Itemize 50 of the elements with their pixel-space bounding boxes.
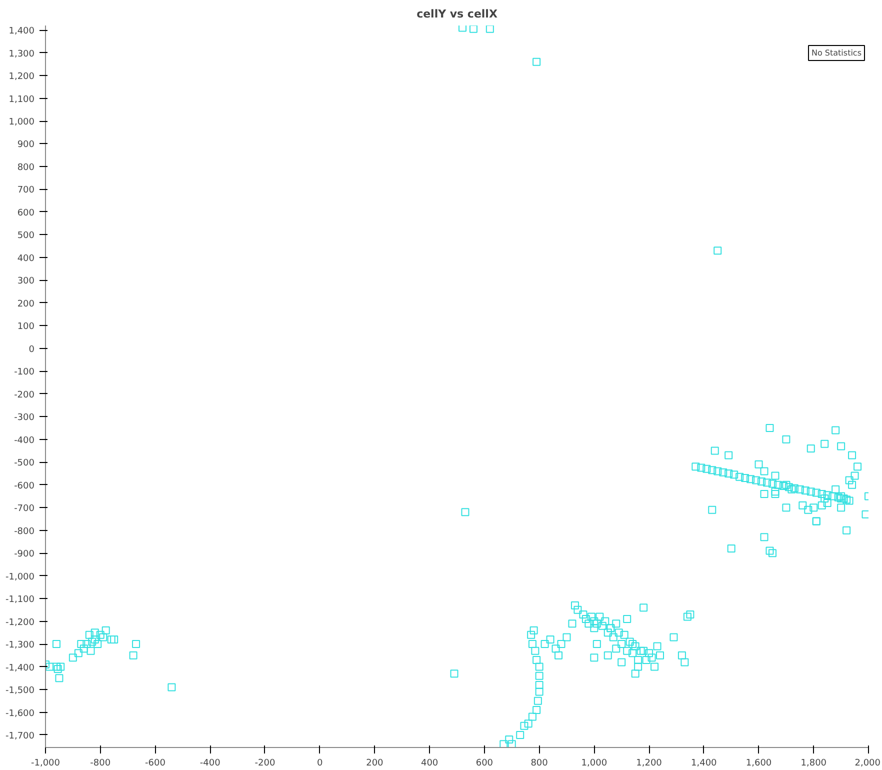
y-tick-label: -900: [14, 550, 35, 560]
y-tick-label: -100: [14, 368, 35, 378]
y-tick-label: 1,200: [8, 72, 35, 82]
y-tick-label: -1,500: [5, 686, 35, 696]
y-tick-label: 100: [17, 322, 35, 332]
y-tick-label: -700: [14, 504, 35, 514]
annotation: No Statistics: [812, 48, 862, 58]
y-tick-label: 0: [28, 344, 35, 355]
y-tick-label: 600: [17, 208, 35, 218]
x-tick-label: 0: [316, 758, 323, 768]
y-tick-label: -1,300: [5, 640, 35, 651]
y-tick-label: -800: [14, 526, 35, 537]
x-tick-label: 200: [366, 758, 384, 768]
x-tick-label: 600: [476, 758, 494, 768]
y-tick-label: 1,300: [8, 49, 35, 60]
x-tick-label: -800: [90, 758, 111, 768]
x-tick-label: -400: [200, 758, 221, 768]
x-tick-label: 1,400: [691, 758, 718, 768]
x-tick-label: 2,000: [854, 758, 881, 768]
y-tick-label: 1,100: [8, 94, 35, 105]
y-tick-label: -300: [14, 413, 35, 424]
y-tick-label: 200: [17, 299, 35, 310]
y-tick-label: -600: [14, 481, 35, 492]
x-tick-label: -600: [145, 758, 166, 768]
x-tick-label: 800: [530, 758, 548, 768]
x-tick-label: 1,000: [581, 758, 608, 768]
y-tick-label: -1,000: [5, 572, 35, 582]
x-tick-label: 1,800: [800, 758, 827, 768]
y-tick-label: -1,100: [5, 595, 35, 606]
y-tick-label: -1,700: [5, 731, 35, 742]
y-tick-label: 500: [17, 231, 35, 242]
y-tick-label: 800: [17, 162, 35, 173]
y-tick-label: 1,400: [8, 26, 35, 37]
y-tick-label: 400: [17, 254, 35, 264]
y-tick-label: -500: [14, 458, 35, 469]
y-tick-label: -1,600: [5, 708, 35, 719]
y-tick-label: -400: [14, 436, 35, 446]
x-tick-label: 1,600: [746, 758, 772, 768]
x-tick-label: 400: [420, 758, 438, 768]
y-tick-label: 900: [17, 140, 35, 150]
y-tick-label: 1,000: [8, 118, 35, 128]
chart-title: cellY vs cellX: [416, 8, 498, 20]
y-tick-label: 700: [17, 186, 35, 196]
x-tick-label: -200: [254, 758, 276, 768]
y-tick-label: -200: [14, 390, 35, 400]
y-tick-label: -1,400: [5, 663, 35, 674]
y-tick-label: 300: [17, 276, 35, 287]
x-tick-label: -1,000: [30, 758, 60, 768]
x-tick-label: 1,200: [636, 758, 662, 768]
y-tick-label: -1,200: [5, 618, 35, 628]
